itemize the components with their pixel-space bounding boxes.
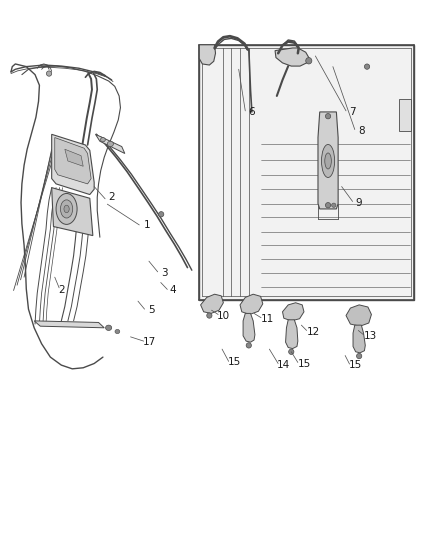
Text: 15: 15 <box>349 360 362 370</box>
Polygon shape <box>275 48 309 66</box>
Text: 5: 5 <box>148 305 155 315</box>
Ellipse shape <box>289 349 294 354</box>
Polygon shape <box>283 303 304 321</box>
Ellipse shape <box>46 71 52 76</box>
Ellipse shape <box>100 138 105 142</box>
Text: 1: 1 <box>143 220 150 230</box>
Polygon shape <box>52 134 94 195</box>
Ellipse shape <box>325 203 331 208</box>
Polygon shape <box>52 188 93 236</box>
Polygon shape <box>199 45 215 65</box>
Polygon shape <box>65 149 83 166</box>
Ellipse shape <box>107 141 113 147</box>
Ellipse shape <box>56 193 77 224</box>
Polygon shape <box>95 134 125 154</box>
Ellipse shape <box>106 325 112 330</box>
Text: 9: 9 <box>356 198 363 207</box>
Polygon shape <box>318 112 338 209</box>
Text: 15: 15 <box>298 359 311 368</box>
Text: 7: 7 <box>349 107 356 117</box>
Ellipse shape <box>246 343 251 348</box>
Ellipse shape <box>306 58 312 64</box>
Polygon shape <box>243 313 255 342</box>
Text: 11: 11 <box>261 314 274 324</box>
Ellipse shape <box>357 353 362 359</box>
Text: 2: 2 <box>58 286 65 295</box>
Text: 12: 12 <box>307 327 320 336</box>
Ellipse shape <box>332 203 336 207</box>
Text: 2: 2 <box>108 192 115 202</box>
Text: 4: 4 <box>170 286 177 295</box>
Text: 17: 17 <box>143 337 156 347</box>
Ellipse shape <box>321 144 335 177</box>
Ellipse shape <box>159 212 164 217</box>
Polygon shape <box>286 320 298 349</box>
Ellipse shape <box>325 114 331 119</box>
Ellipse shape <box>325 153 332 169</box>
Polygon shape <box>201 294 223 313</box>
Polygon shape <box>55 138 91 184</box>
Polygon shape <box>240 294 263 314</box>
Ellipse shape <box>364 64 370 69</box>
Ellipse shape <box>207 313 212 318</box>
Text: 10: 10 <box>217 311 230 320</box>
Ellipse shape <box>64 205 69 213</box>
Polygon shape <box>34 321 104 328</box>
Text: 6: 6 <box>248 107 255 117</box>
Text: 15: 15 <box>228 358 241 367</box>
Text: 3: 3 <box>161 268 168 278</box>
Polygon shape <box>346 305 371 326</box>
Polygon shape <box>399 99 411 131</box>
Ellipse shape <box>115 329 120 334</box>
FancyBboxPatch shape <box>199 45 414 300</box>
Text: 8: 8 <box>358 126 365 135</box>
Text: 14: 14 <box>277 360 290 370</box>
Text: 13: 13 <box>364 331 377 341</box>
Ellipse shape <box>60 200 73 218</box>
Polygon shape <box>353 325 365 353</box>
